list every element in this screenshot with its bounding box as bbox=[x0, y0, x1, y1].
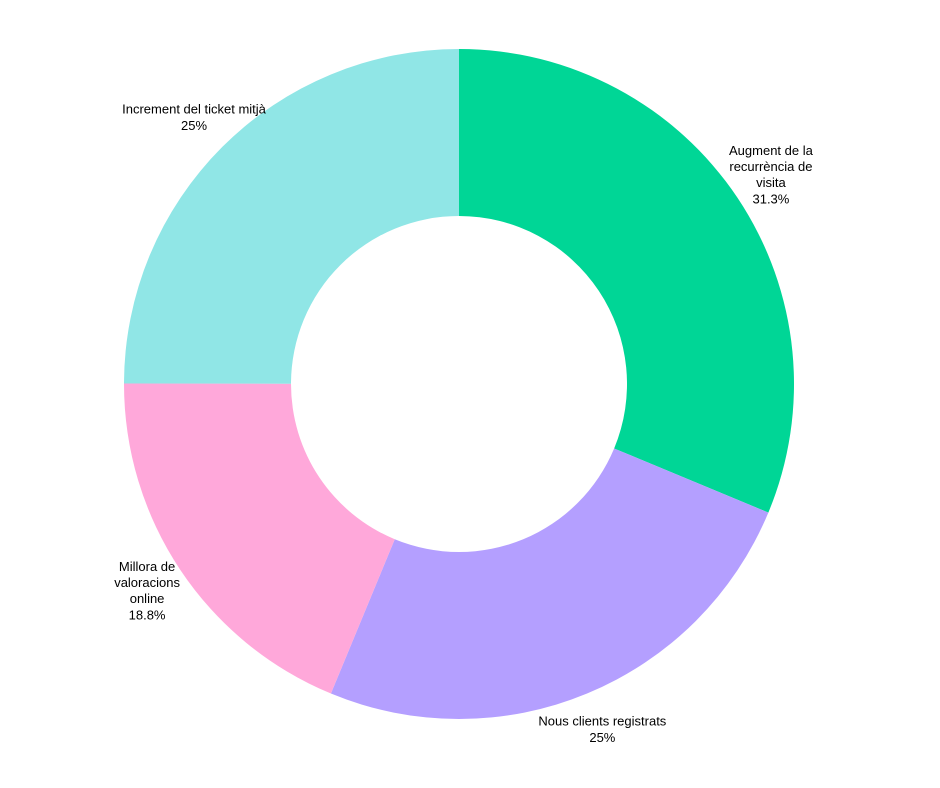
slice-label: Nous clients registrats bbox=[538, 714, 666, 729]
label-line: online bbox=[130, 592, 165, 607]
value-label: 18.8% bbox=[129, 608, 166, 623]
label-line: Nous clients registrats bbox=[538, 714, 666, 729]
label-line: Millora de bbox=[119, 560, 175, 575]
label-line: visita bbox=[756, 175, 786, 190]
slice bbox=[123, 383, 395, 694]
slice-label: Millora de valoracions online bbox=[114, 560, 180, 607]
label-line: valoracions bbox=[114, 576, 180, 591]
label-line: Augment de la bbox=[729, 143, 814, 158]
label-line: Increment del ticket mitjà bbox=[122, 102, 267, 117]
slice bbox=[330, 448, 769, 719]
slice bbox=[124, 49, 459, 384]
slice bbox=[459, 49, 794, 513]
slice-label: Increment del ticket mitjà bbox=[122, 102, 267, 117]
slice-label: Augment de la recurrència de visita bbox=[729, 143, 814, 190]
value-label: 25% bbox=[589, 730, 615, 745]
value-label: 25% bbox=[181, 118, 207, 133]
label-line: recurrència de bbox=[729, 159, 812, 174]
value-label: 31.3% bbox=[752, 191, 789, 206]
